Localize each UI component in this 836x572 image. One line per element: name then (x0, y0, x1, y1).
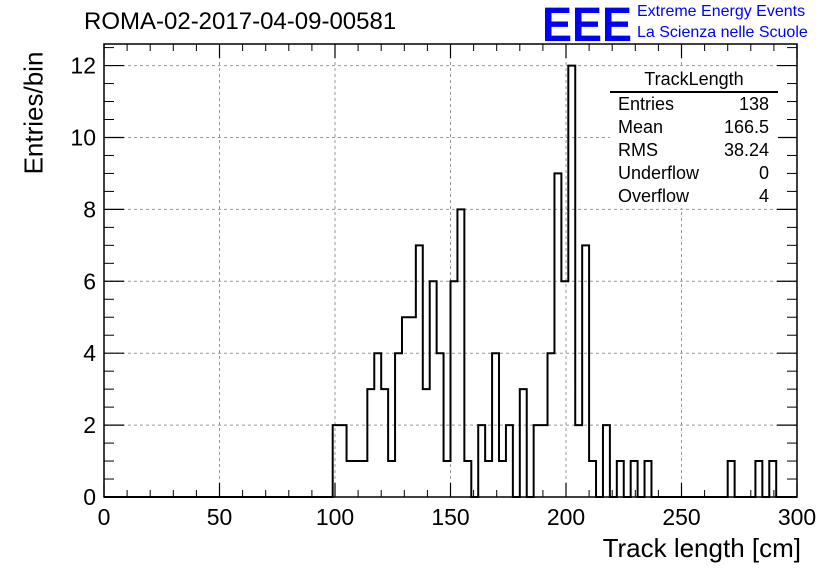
run-title: ROMA-02-2017-04-09-00581 (84, 8, 397, 35)
stats-row-underflow: Underflow 0 (610, 162, 778, 185)
x-tick-label: 50 (207, 504, 233, 530)
y-tick-label: 10 (70, 124, 96, 150)
stats-value: 38.24 (723, 140, 769, 160)
y-axis-label: Entries/bin (18, 51, 49, 175)
stats-row-rms: RMS 38.24 (610, 139, 778, 162)
y-tick-label: 0 (83, 484, 96, 510)
y-tick-label: 12 (70, 53, 96, 79)
y-tick-label: 2 (83, 412, 96, 438)
logo-line-2: La Scienza nelle Scuole (637, 24, 808, 41)
stats-row-entries: Entries 138 (610, 93, 778, 116)
x-tick-label: 200 (547, 504, 585, 530)
eee-logo-text: EEE (542, 2, 632, 44)
stats-value: 138 (738, 94, 769, 114)
eee-logo: EEE (542, 2, 632, 44)
logo-line-1: Extreme Energy Events (637, 3, 806, 20)
stats-label: Entries (618, 94, 675, 114)
y-tick-label: 6 (83, 268, 96, 294)
y-tick-label: 4 (83, 340, 96, 366)
stats-row-mean: Mean 166.5 (610, 116, 778, 139)
tick-labels: 0 50 100 150 200 250 300 0 2 4 6 8 10 12 (70, 53, 816, 530)
x-tick-label: 0 (98, 504, 111, 530)
x-tick-label: 300 (778, 504, 816, 530)
stats-value: 166.5 (723, 117, 769, 137)
stats-value: 0 (758, 163, 769, 183)
x-axis-label: Track length [cm] (602, 533, 801, 563)
x-tick-label: 150 (431, 504, 469, 530)
stats-label: RMS (618, 140, 658, 160)
y-tick-label: 8 (83, 196, 96, 222)
stats-label: Underflow (618, 163, 700, 183)
stats-label: Mean (618, 117, 664, 137)
stats-value: 4 (758, 186, 769, 206)
axis-ticks (103, 44, 798, 498)
stats-label: Overflow (618, 186, 690, 206)
stats-box: TrackLength Entries 138 Mean 166.5 RMS 3… (610, 68, 778, 208)
stats-row-overflow: Overflow 4 (610, 185, 778, 208)
x-tick-label: 100 (316, 504, 354, 530)
stats-title: TrackLength (610, 68, 778, 93)
x-tick-label: 250 (662, 504, 700, 530)
